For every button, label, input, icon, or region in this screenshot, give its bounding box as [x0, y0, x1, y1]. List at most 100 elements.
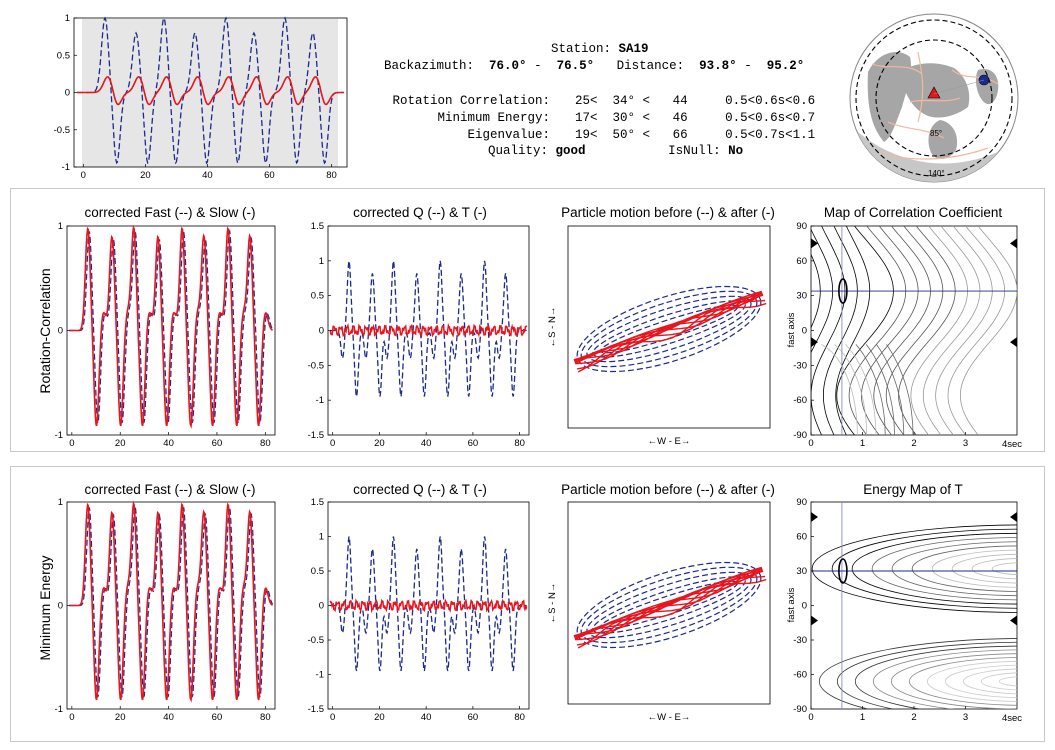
- me-map-overlay: [811, 502, 1017, 709]
- rc-qt-xtick-label: 20: [374, 438, 385, 449]
- me-pm-after-trace: [577, 578, 767, 649]
- rc-map-right-marker: [1010, 337, 1017, 348]
- rc-map-contour: [885, 226, 944, 435]
- me-map-contour: [926, 660, 1017, 702]
- me-map-contour: [931, 549, 1017, 588]
- rc-map-contour: [935, 226, 993, 435]
- me-fast-slow-xtick-label: 80: [260, 712, 271, 723]
- rc-map-left-marker: [811, 238, 818, 249]
- rc-map-right-marker: [1010, 238, 1017, 249]
- rc-qt-xtick-label: 0: [330, 438, 335, 449]
- rc-map-xtick-label: 1: [860, 438, 865, 449]
- me-fast-slow-xtick-label: 60: [212, 712, 223, 723]
- rc-map-ytick-label: -90: [793, 430, 807, 441]
- me-pm-after-trace: [574, 568, 763, 639]
- me-fast-slow-xtick-label: 20: [115, 712, 126, 723]
- row-label-minimum-energy: Minimum Energy: [37, 555, 53, 660]
- rc-map-contour: [898, 226, 956, 435]
- rc-map-left-marker: [811, 337, 818, 348]
- rc-map-contour: [855, 344, 886, 435]
- overview-xtick-label: 20: [140, 170, 151, 181]
- me-particle-motion: [573, 561, 767, 649]
- me-map-ytick-label: 30: [796, 566, 807, 577]
- rc-map-contour: [811, 228, 833, 354]
- rc-fast-slow-xtick-label: 40: [163, 438, 174, 449]
- station-globe: 85° 140°: [849, 13, 1019, 183]
- rc-map-confidence-region: [838, 278, 848, 304]
- rc-q-series: [330, 260, 527, 397]
- rc-qt-xtick-label: 80: [514, 438, 525, 449]
- overview-ytick-label: 1: [65, 13, 70, 24]
- globe-label-140: 140°: [928, 169, 945, 178]
- me-map-contour: [980, 672, 1017, 691]
- rc-sec-label: 4sec: [1002, 439, 1022, 450]
- me-fast-slow-xtick-label: 40: [163, 712, 174, 723]
- title-rc-map: Map of Correlation Coefficient: [824, 205, 1003, 220]
- me-map-xtick-label: 1: [860, 712, 865, 723]
- rc-correlation-contours: [811, 226, 1017, 435]
- me-map-xtick-label: 3: [963, 712, 968, 723]
- overview-ytick-label: -0.5: [54, 125, 70, 136]
- rc-pm-after-trace: [575, 294, 764, 365]
- me-map-contour: [911, 545, 1017, 592]
- me-fast-slow-ytick-label: 1: [58, 497, 63, 508]
- me-q-series: [330, 536, 527, 672]
- rc-map-ytick-label: -30: [793, 360, 807, 371]
- rc-pm-frame: [567, 225, 771, 429]
- me-pm-before-loop: [576, 561, 762, 649]
- rc-map-contour: [865, 344, 895, 435]
- title-rc-pm: Particle motion before (--) & after (-): [561, 205, 775, 220]
- rc-qt-ytick-label: 0.5: [311, 291, 324, 302]
- rc-map-xtick-label: 3: [963, 438, 968, 449]
- me-map-contour: [871, 537, 1017, 601]
- me-map-contour: [872, 649, 1017, 709]
- me-pm-xlabel: ←W - E→: [648, 712, 691, 723]
- me-pm-after-trace: [574, 569, 764, 640]
- me-qt-ytick-label: -1: [316, 670, 324, 681]
- rc-fast-slow-xtick-label: 20: [115, 438, 126, 449]
- me-map-ytick-label: 0: [802, 601, 807, 612]
- me-map-contour: [818, 638, 1017, 709]
- me-sec-label: 4sec: [1002, 713, 1022, 724]
- rc-map-contour: [845, 344, 877, 435]
- result-row-ev: Eigenvalue: 19< 50° < 66 0.5<0.7s<1.1: [467, 128, 816, 142]
- me-map-xtick-label: 0: [808, 712, 813, 723]
- me-map-xtick-label: 2: [911, 712, 916, 723]
- rc-fast-slow-ytick-label: 0: [58, 326, 63, 337]
- me-qt-ytick-label: 0: [319, 601, 324, 612]
- rc-qt-ytick-label: 0: [319, 326, 324, 337]
- rc-qt-ytick-label: -1.5: [308, 430, 324, 441]
- rc-map-contour: [834, 344, 867, 435]
- me-map-left-marker: [811, 511, 818, 522]
- rc-map-xtick-label: 0: [808, 438, 813, 449]
- me-map-contour: [851, 532, 1017, 605]
- title-me-map: Energy Map of T: [863, 482, 963, 497]
- me-energy-contours: [811, 524, 1017, 709]
- backazimuth-label: Backazimuth:: [384, 59, 475, 73]
- me-pm-frame: [567, 501, 771, 705]
- me-map-contour: [998, 676, 1017, 687]
- me-map-right-marker: [1010, 511, 1017, 522]
- me-map-contour: [944, 664, 1017, 699]
- me-qt-xtick-label: 20: [374, 712, 385, 723]
- distance-max: 95.2°: [766, 59, 805, 73]
- rc-map-contour: [861, 226, 919, 435]
- overview-ytick-label: -1: [62, 162, 70, 173]
- me-map-contour: [890, 653, 1017, 709]
- me-map-ytick-label: -90: [793, 704, 807, 715]
- me-qt-ytick-label: 1.5: [311, 497, 324, 508]
- rc-map-contour: [910, 226, 968, 435]
- rc-map-ytick-label: 60: [796, 256, 807, 267]
- overview-xtick-label: 0: [81, 170, 86, 181]
- station-value: SA19: [618, 42, 649, 56]
- rc-t-series: [329, 322, 528, 339]
- rc-pm-after-trace: [574, 293, 764, 364]
- rc-map-overlay: [811, 226, 1017, 435]
- rc-map-contour: [835, 226, 871, 435]
- me-map-right-marker: [1010, 615, 1017, 626]
- title-me-qt: corrected Q (--) & T (-): [353, 482, 487, 497]
- rc-pm-after-trace: [577, 302, 767, 373]
- rc-map-contour: [873, 226, 931, 435]
